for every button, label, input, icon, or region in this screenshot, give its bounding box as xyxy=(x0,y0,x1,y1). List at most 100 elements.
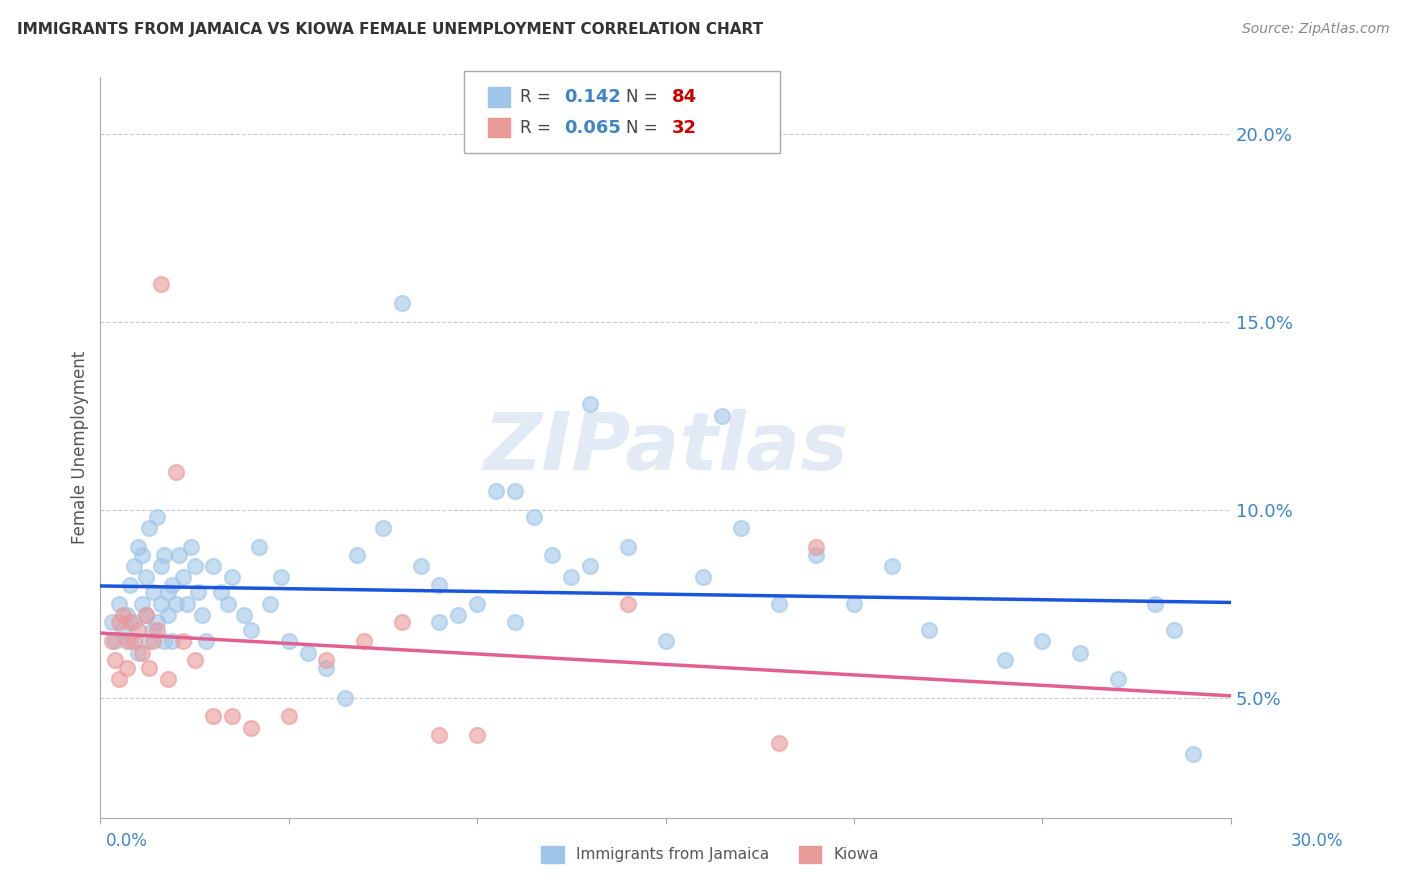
Point xyxy=(1031,634,1053,648)
Point xyxy=(153,634,176,648)
Point xyxy=(115,607,138,622)
Point xyxy=(1144,597,1167,611)
Point xyxy=(560,570,582,584)
Point xyxy=(180,541,202,555)
Point xyxy=(768,736,790,750)
Point xyxy=(194,634,217,648)
Point xyxy=(429,578,451,592)
Point xyxy=(247,541,270,555)
Point xyxy=(108,672,131,686)
Point xyxy=(146,615,169,630)
Point xyxy=(277,709,299,723)
Point xyxy=(240,721,263,735)
Point xyxy=(108,615,131,630)
Point xyxy=(465,728,488,742)
Point xyxy=(202,709,225,723)
Point xyxy=(120,634,142,648)
Point xyxy=(135,607,157,622)
Point xyxy=(122,634,145,648)
Text: 0.0%: 0.0% xyxy=(105,831,148,849)
Point xyxy=(918,623,941,637)
Point xyxy=(346,548,368,562)
Point xyxy=(111,623,134,637)
Point xyxy=(142,634,165,648)
Point xyxy=(172,634,194,648)
Text: R =: R = xyxy=(520,119,557,136)
Text: 0.142: 0.142 xyxy=(564,88,620,106)
Point xyxy=(157,672,180,686)
Point xyxy=(335,690,357,705)
Point xyxy=(115,660,138,674)
Text: ZIPatlas: ZIPatlas xyxy=(484,409,848,487)
Point xyxy=(104,653,127,667)
Point xyxy=(115,634,138,648)
Point xyxy=(617,541,640,555)
Point xyxy=(127,646,149,660)
Point xyxy=(146,510,169,524)
Point xyxy=(806,541,828,555)
Point xyxy=(277,634,299,648)
Point xyxy=(120,578,142,592)
Text: 84: 84 xyxy=(672,88,697,106)
Point xyxy=(122,559,145,574)
Text: N =: N = xyxy=(626,119,662,136)
Point xyxy=(523,510,546,524)
Point xyxy=(149,597,172,611)
Point xyxy=(142,623,165,637)
Point xyxy=(108,597,131,611)
Point xyxy=(165,465,187,479)
Point xyxy=(165,597,187,611)
Point xyxy=(768,597,790,611)
Point xyxy=(711,409,734,423)
Point xyxy=(135,607,157,622)
Point xyxy=(160,634,183,648)
Point xyxy=(120,615,142,630)
Text: Immigrants from Jamaica: Immigrants from Jamaica xyxy=(576,847,769,862)
Point xyxy=(1107,672,1129,686)
Point xyxy=(541,548,564,562)
Point xyxy=(153,548,176,562)
Point xyxy=(157,607,180,622)
Point xyxy=(209,585,232,599)
Point xyxy=(138,634,160,648)
Point xyxy=(503,483,526,498)
Point xyxy=(429,615,451,630)
Point xyxy=(315,660,337,674)
Point xyxy=(485,483,508,498)
Point xyxy=(100,615,122,630)
Text: 30.0%: 30.0% xyxy=(1291,831,1343,849)
Point xyxy=(842,597,865,611)
Point xyxy=(353,634,375,648)
Point xyxy=(692,570,714,584)
Text: R =: R = xyxy=(520,88,557,106)
Point xyxy=(994,653,1017,667)
Point xyxy=(221,570,243,584)
Point xyxy=(429,728,451,742)
Point xyxy=(371,521,394,535)
Point xyxy=(131,597,153,611)
Point xyxy=(503,615,526,630)
Text: 0.065: 0.065 xyxy=(564,119,620,136)
Point xyxy=(191,607,214,622)
Point xyxy=(391,615,413,630)
Point xyxy=(1163,623,1185,637)
Point xyxy=(465,597,488,611)
Point xyxy=(111,607,134,622)
Point xyxy=(169,548,191,562)
Point xyxy=(135,570,157,584)
Point xyxy=(232,607,254,622)
Point xyxy=(447,607,470,622)
Point xyxy=(131,548,153,562)
Point xyxy=(315,653,337,667)
Point xyxy=(579,397,602,411)
Point xyxy=(176,597,198,611)
Text: Kiowa: Kiowa xyxy=(834,847,879,862)
Point xyxy=(217,597,239,611)
Y-axis label: Female Unemployment: Female Unemployment xyxy=(72,351,89,544)
Point xyxy=(183,559,205,574)
Point xyxy=(730,521,752,535)
Point xyxy=(104,634,127,648)
Text: IMMIGRANTS FROM JAMAICA VS KIOWA FEMALE UNEMPLOYMENT CORRELATION CHART: IMMIGRANTS FROM JAMAICA VS KIOWA FEMALE … xyxy=(17,22,763,37)
Point xyxy=(127,623,149,637)
Point xyxy=(880,559,903,574)
